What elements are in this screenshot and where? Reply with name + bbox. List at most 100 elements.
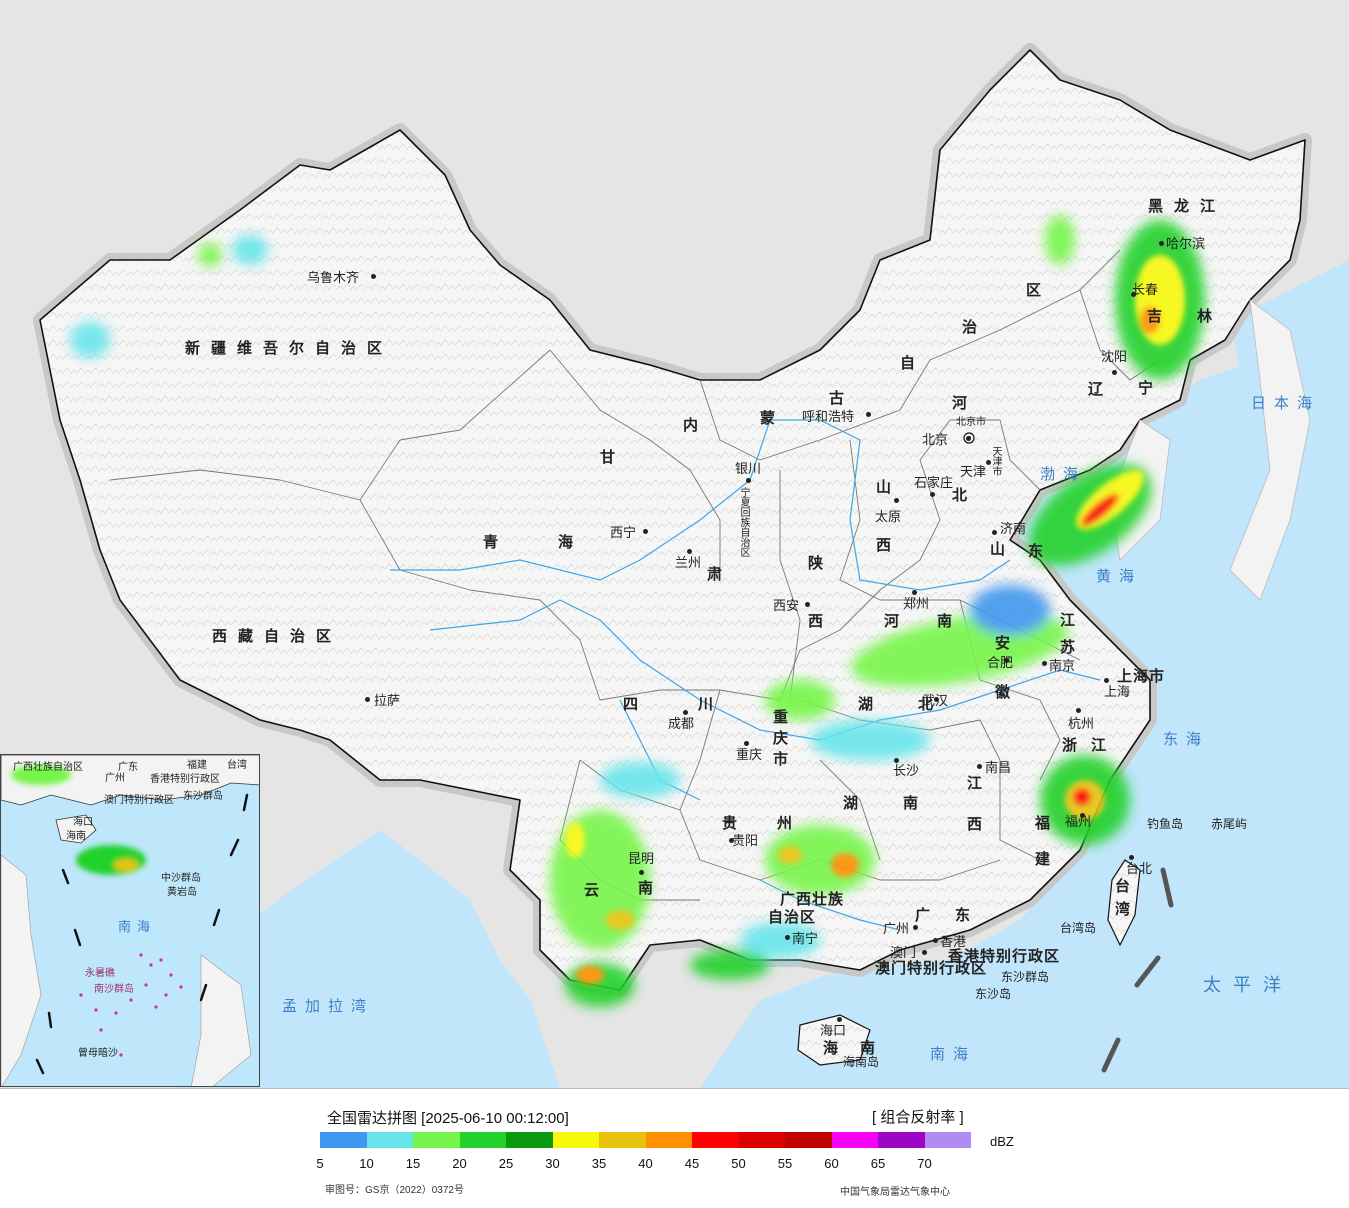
- city-label: 昆明: [628, 851, 655, 866]
- province-label: 香港特别行政区: [948, 948, 1061, 965]
- city-label: 长沙: [893, 763, 920, 778]
- city-marker-icon: [743, 740, 749, 746]
- city-marker-icon: [1158, 240, 1164, 246]
- province-label: 江: [967, 775, 994, 792]
- province-label: 古: [829, 390, 856, 407]
- city-marker-icon: [932, 937, 938, 943]
- city-label: 杭州: [1068, 716, 1095, 731]
- sea-label: 孟加拉湾: [282, 998, 375, 1015]
- city-label: 石家庄: [914, 475, 954, 490]
- city-label: 成都: [668, 716, 695, 731]
- city-label: 海口: [820, 1023, 847, 1038]
- province-label: 西: [808, 613, 835, 630]
- city-label: 兰州: [675, 555, 702, 570]
- province-label: 肃: [707, 566, 734, 583]
- scale-tick-label: 70: [917, 1156, 932, 1171]
- city-label: 西安: [773, 598, 800, 613]
- color-swatch: [645, 1132, 692, 1148]
- taiwan-island: [1107, 859, 1141, 947]
- scale-tick-label: 60: [824, 1156, 839, 1171]
- beijing-capital-icon: [963, 432, 975, 444]
- city-label: 长春: [1132, 282, 1159, 297]
- scale-tick-label: 20: [452, 1156, 467, 1171]
- color-swatch: [924, 1132, 971, 1148]
- color-swatch: [413, 1132, 460, 1148]
- radar-echoes: [70, 215, 1205, 1007]
- city-marker-icon: [638, 869, 644, 875]
- city-label: 银川: [735, 461, 762, 476]
- city-label: 合肥: [987, 655, 1014, 670]
- sea-label: 渤海: [1040, 466, 1087, 483]
- city-label: 福州: [1065, 814, 1092, 829]
- sea-label: 黄海: [1096, 568, 1143, 585]
- city-label: 南宁: [792, 931, 819, 946]
- city-marker-icon: [745, 477, 751, 483]
- city-marker-icon: [1079, 812, 1085, 818]
- scale-tick-label: 50: [731, 1156, 746, 1171]
- scale-tick-label: 40: [638, 1156, 653, 1171]
- scale-tick-label: 15: [405, 1156, 421, 1171]
- city-label: 乌鲁木齐: [307, 270, 360, 285]
- province-label: 湾: [1115, 901, 1142, 918]
- inset-label: 香港特别行政区: [150, 774, 220, 785]
- inset-label: 海南: [66, 831, 86, 842]
- inset-label: 永暑礁: [85, 968, 115, 979]
- city-label: 贵阳: [732, 833, 759, 848]
- province-label: 川: [698, 696, 725, 713]
- city-marker-icon: [893, 757, 899, 763]
- map-canvas: [33, 43, 1349, 1088]
- city-marker-icon: [976, 763, 982, 769]
- province-label: 云: [584, 882, 611, 899]
- province-label: 上海市: [1117, 668, 1166, 685]
- inset-label: 广东: [118, 762, 138, 773]
- hainan-island: [797, 1014, 871, 1066]
- province-label: 河南: [884, 613, 991, 630]
- province-label: 山: [876, 479, 903, 496]
- city-label: 呼和浩特: [802, 409, 855, 424]
- province-label: 宁: [1138, 380, 1165, 397]
- city-label: 台北: [1126, 861, 1153, 876]
- city-label: 北京: [922, 432, 949, 447]
- inset-label: 广州: [105, 773, 125, 784]
- province-label: 陕: [808, 555, 835, 572]
- scale-tick-label: 10: [359, 1156, 374, 1171]
- province-label: 治: [962, 319, 989, 336]
- sea-label: 东海: [1163, 731, 1210, 748]
- province-label: 自: [900, 355, 927, 372]
- province-label: 西: [967, 816, 994, 833]
- province-label: 北: [952, 487, 979, 504]
- mosaic-title: 全国雷达拼图 [2025-06-10 00:12:00]: [327, 1110, 569, 1127]
- city-label: 济南: [1000, 521, 1027, 536]
- city-label: 广州: [883, 921, 910, 936]
- inset-label: 南海: [118, 919, 157, 934]
- city-marker-icon: [893, 497, 899, 503]
- city-marker-icon: [965, 435, 971, 441]
- city-marker-icon: [933, 696, 939, 702]
- city-marker-icon: [682, 709, 688, 715]
- island-label: 海南岛: [843, 1055, 880, 1069]
- province-label: 海: [823, 1040, 850, 1057]
- city-label: 天津: [960, 464, 987, 479]
- city-marker-icon: [728, 837, 734, 843]
- color-swatch: [599, 1132, 646, 1148]
- color-swatch: [506, 1132, 553, 1148]
- city-marker-icon: [1130, 291, 1136, 297]
- province-label: 湖北: [858, 696, 979, 713]
- inset-label: 福建: [187, 760, 207, 771]
- east-sea-area: [700, 330, 1349, 1088]
- city-label: 哈尔滨: [1166, 236, 1206, 251]
- inset-label: 澳门特别行政区: [104, 795, 174, 806]
- radar-map[interactable]: 新疆维吾尔自治区 西藏自治区 青海甘肃内蒙古自治区黑龙江 吉林辽宁河北山西陕西河南山东…: [0, 0, 1349, 1089]
- city-label: 郑州: [903, 596, 930, 611]
- color-swatch: [459, 1132, 506, 1148]
- province-label: 重庆市: [771, 709, 788, 772]
- city-marker-icon: [912, 924, 918, 930]
- province-label: 青海: [483, 534, 634, 551]
- city-marker-icon: [686, 548, 692, 554]
- map-approval-number: 审图号：GS京（2022）0372号: [325, 1185, 464, 1196]
- city-marker-icon: [865, 411, 871, 417]
- province-label: 东: [955, 907, 982, 924]
- inset-label: 台湾: [227, 760, 247, 771]
- scale-tick-label: 25: [498, 1156, 514, 1171]
- south-china-sea-inset[interactable]: 广东 福建 台湾 广西壮族自治区 广州 香港特别行政区 澳门特别行政区 东沙群岛 海口 海南 中沙群…: [0, 754, 260, 1087]
